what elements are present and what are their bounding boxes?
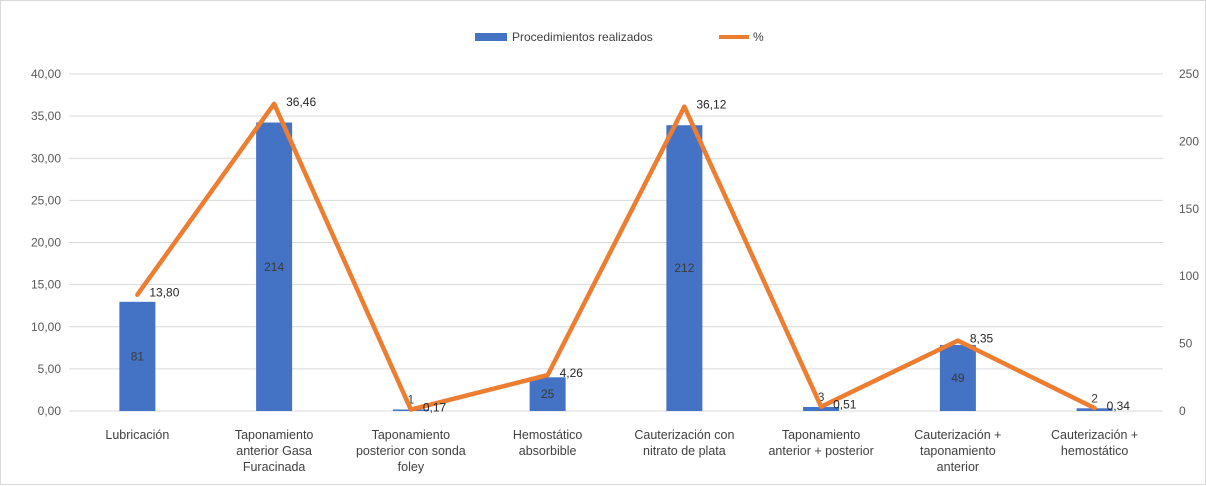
category-label: Lubricación xyxy=(105,428,169,442)
left-axis-tick-label: 5,00 xyxy=(38,362,62,376)
category-label-line: nitrato de plata xyxy=(643,444,726,458)
category-label: Taponamiento anterior Gasa Furacinada xyxy=(235,428,314,474)
category-label-line: Taponamiento xyxy=(372,428,451,442)
legend: Procedimientos realizados % xyxy=(475,30,764,44)
category-label-line: anterior + posterior xyxy=(768,444,873,458)
category-label: Cauterización + taponamiento anterior xyxy=(914,428,1001,474)
category-label-line: Cauterización + xyxy=(1051,428,1138,442)
left-axis-tick-label: 25,00 xyxy=(31,193,61,207)
legend-label-procedimientos: Procedimientos realizados xyxy=(512,30,653,44)
bar xyxy=(666,125,703,411)
right-axis-tick-label: 150 xyxy=(1179,202,1199,216)
category-label-line: Taponamiento xyxy=(235,428,314,442)
left-axis-tick-label: 20,00 xyxy=(31,236,61,250)
bar-value-label: 214 xyxy=(264,260,284,274)
percent-value-label: 36,12 xyxy=(696,98,726,112)
right-axis-tick-label: 200 xyxy=(1179,134,1199,148)
percent-value-label: 4,26 xyxy=(560,366,584,380)
category-label-line: Taponamiento xyxy=(782,428,861,442)
bar xyxy=(119,301,156,411)
category-label-line: Furacinada xyxy=(243,460,306,474)
category-labels: Lubricación Taponamiento anterior Gasa Fura… xyxy=(105,428,1138,474)
bar-value-label: 81 xyxy=(131,349,145,363)
legend-swatch-procedimientos xyxy=(475,33,507,41)
right-axis-tick-label: 50 xyxy=(1179,337,1193,351)
percent-value-label: 8,35 xyxy=(970,332,994,346)
right-axis-tick-label: 0 xyxy=(1179,404,1186,418)
category-label: Hemostático absorbible xyxy=(513,428,583,458)
bar-value-label: 3 xyxy=(818,390,825,404)
percent-value-label: 36,46 xyxy=(286,95,316,109)
category-label: Cauterización + hemostático xyxy=(1051,428,1138,458)
bar-value-label: 49 xyxy=(951,371,965,385)
category-label-line: absorbible xyxy=(519,444,577,458)
category-label: Cauterización con nitrato de plata xyxy=(634,428,734,458)
category-label-line: Lubricación xyxy=(105,428,169,442)
right-axis: 0 50 100 150 200 250 xyxy=(1179,67,1199,418)
bar xyxy=(803,406,840,411)
bar xyxy=(529,377,566,411)
left-axis-tick-label: 0,00 xyxy=(38,404,62,418)
bar-value-label: 212 xyxy=(674,261,694,275)
percent-line-layer xyxy=(135,101,1097,412)
category-label-line: anterior Gasa xyxy=(236,444,312,458)
bar-value-label: 2 xyxy=(1091,391,1098,405)
bar xyxy=(939,344,976,411)
right-axis-tick-label: 100 xyxy=(1179,269,1199,283)
category-label-line: hemostático xyxy=(1061,444,1128,458)
bar xyxy=(256,122,293,411)
left-axis-tick-label: 15,00 xyxy=(31,278,61,292)
category-label-line: anterior xyxy=(937,460,979,474)
right-axis-tick-label: 250 xyxy=(1179,67,1199,81)
percent-value-label: 0,17 xyxy=(423,401,447,415)
percent-value-label: 0,34 xyxy=(1107,399,1131,413)
bar-value-label: 1 xyxy=(408,393,415,407)
category-label-line: Cauterización con xyxy=(634,428,734,442)
bar-value-label: 25 xyxy=(541,387,555,401)
left-axis-tick-label: 30,00 xyxy=(31,151,61,165)
category-label-line: taponamiento xyxy=(920,444,996,458)
category-label: Taponamiento anterior + posterior xyxy=(768,428,873,458)
category-label-line: Hemostático xyxy=(513,428,583,442)
left-axis-tick-label: 10,00 xyxy=(31,320,61,334)
category-label: Taponamiento posterior con sonda foley xyxy=(356,428,466,474)
percent-labels: 13,80 36,46 0,17 4,26 36,12 0,51 8,35 0,34 xyxy=(149,95,1130,415)
bars xyxy=(119,122,1113,411)
percent-value-label: 0,51 xyxy=(833,398,857,412)
percent-value-label: 13,80 xyxy=(149,286,179,300)
left-axis-tick-label: 35,00 xyxy=(31,109,61,123)
category-label-line: Cauterización + xyxy=(914,428,1001,442)
left-axis: 0,00 5,00 10,00 15,00 20,00 25,00 30,00 35,00 40… xyxy=(31,67,61,418)
bar-labels: 81 214 1 25 212 3 49 2 xyxy=(131,260,1099,407)
left-axis-tick-label: 40,00 xyxy=(31,67,61,81)
category-label-line: posterior con sonda xyxy=(356,444,466,458)
category-label-line: foley xyxy=(398,460,425,474)
legend-label-percent: % xyxy=(753,30,764,44)
percent-line xyxy=(135,101,1097,412)
